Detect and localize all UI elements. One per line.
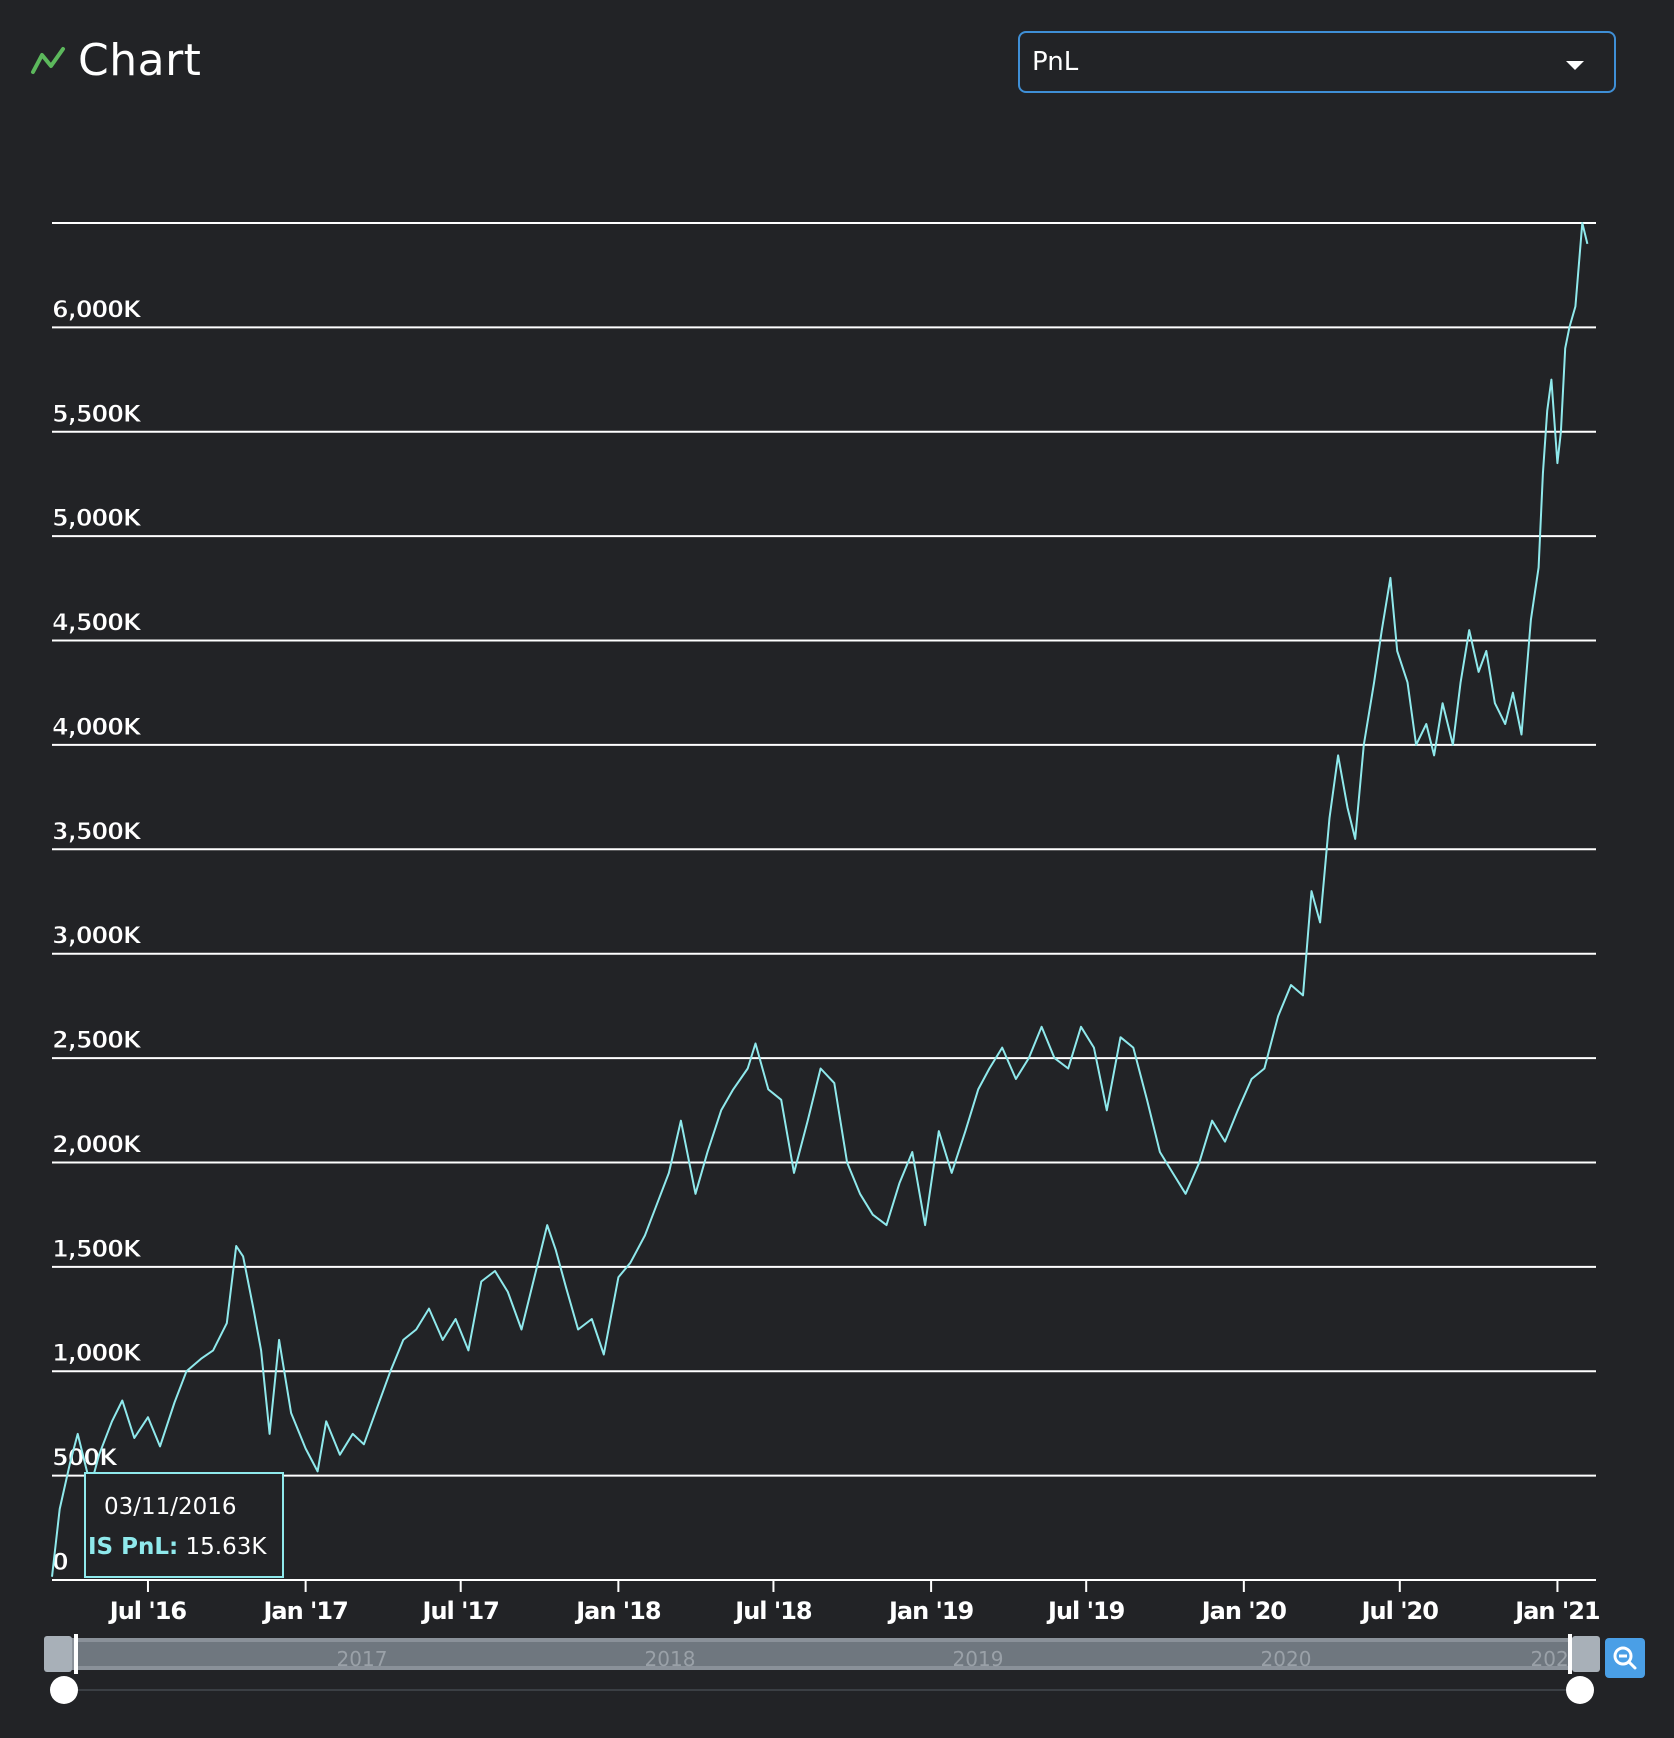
navigator-selection <box>76 1642 1570 1666</box>
x-tick-label: Jul '18 <box>733 1597 812 1625</box>
y-tick-label: 2,500K <box>52 1026 143 1054</box>
scrollbar-right-knob <box>1566 1676 1594 1704</box>
y-tick-label: 0 <box>52 1548 68 1576</box>
tooltip-row: IS PnL: 15.63K <box>88 1534 266 1560</box>
metric-select-value: PnL <box>1032 47 1079 77</box>
navigator-year-label: 2017 <box>337 1647 388 1671</box>
tooltip-series-value: 15.63K <box>185 1534 267 1560</box>
y-tick-label: 4,500K <box>52 609 143 637</box>
x-tick-label: Jul '17 <box>421 1597 499 1625</box>
y-axis: 0 500K 1,000K 1,500K 2,000K 2,500K 3,000K 3,500… <box>52 295 145 1577</box>
navigator-year-label: 2020 <box>1261 1647 1312 1671</box>
y-tick-label: 6,000K <box>52 295 143 323</box>
x-tick-label: Jul '20 <box>1360 1597 1439 1625</box>
x-tick-label: Jul '16 <box>108 1597 187 1625</box>
x-tick-label: Jan '20 <box>1200 1597 1287 1625</box>
y-tick-label: 4,000K <box>52 713 143 741</box>
tooltip-date: 03/11/2016 <box>104 1494 237 1520</box>
page-title: Chart <box>78 34 202 86</box>
navigator-year-label: 2019 <box>953 1647 1004 1671</box>
y-tick-label: 500K <box>52 1444 119 1472</box>
y-tick-label: 1,000K <box>52 1339 143 1367</box>
scrollbar-left-knob <box>50 1676 78 1704</box>
y-tick-label: 3,500K <box>52 817 143 845</box>
zoom-out-icon <box>1613 1646 1637 1670</box>
y-tick-label: 2,000K <box>52 1130 143 1158</box>
x-tick-label: Jan '17 <box>261 1597 347 1625</box>
navigator-year-label: 2018 <box>645 1647 696 1671</box>
reset-zoom-button[interactable] <box>1605 1638 1645 1678</box>
x-tick-label: Jan '18 <box>574 1597 661 1625</box>
series-layer <box>51 222 1589 1577</box>
x-tick-label: Jul '19 <box>1046 1597 1125 1625</box>
y-tick-label: 1,500K <box>52 1235 143 1263</box>
range-navigator[interactable]: 2017 2018 2019 2020 2021 <box>44 1634 1600 1704</box>
y-tick-label: 5,500K <box>52 400 143 428</box>
navigator-right-handle <box>1572 1636 1600 1672</box>
navigator-left-handle <box>44 1636 72 1672</box>
metric-select[interactable]: PnL <box>1018 31 1616 93</box>
tooltip-series-label: IS PnL: <box>88 1534 179 1560</box>
x-tick-label: Jan '21 <box>1513 1597 1600 1625</box>
y-tick-label: 3,000K <box>52 922 143 950</box>
chart-line-icon <box>31 47 65 74</box>
chevron-down-icon <box>1566 61 1584 70</box>
x-tick-label: Jan '19 <box>887 1597 974 1625</box>
x-axis: Jul '16 Jan '17 Jul '17 Jan '18 Jul '18 Jan '… <box>108 1580 1601 1625</box>
grid-lines <box>52 222 1596 1581</box>
y-tick-label: 5,000K <box>52 504 143 532</box>
chart-header: Chart <box>30 30 201 90</box>
hover-tooltip: 03/11/2016 IS PnL: 15.63K <box>84 1472 284 1578</box>
series-line-is-pnl <box>51 222 1589 1577</box>
